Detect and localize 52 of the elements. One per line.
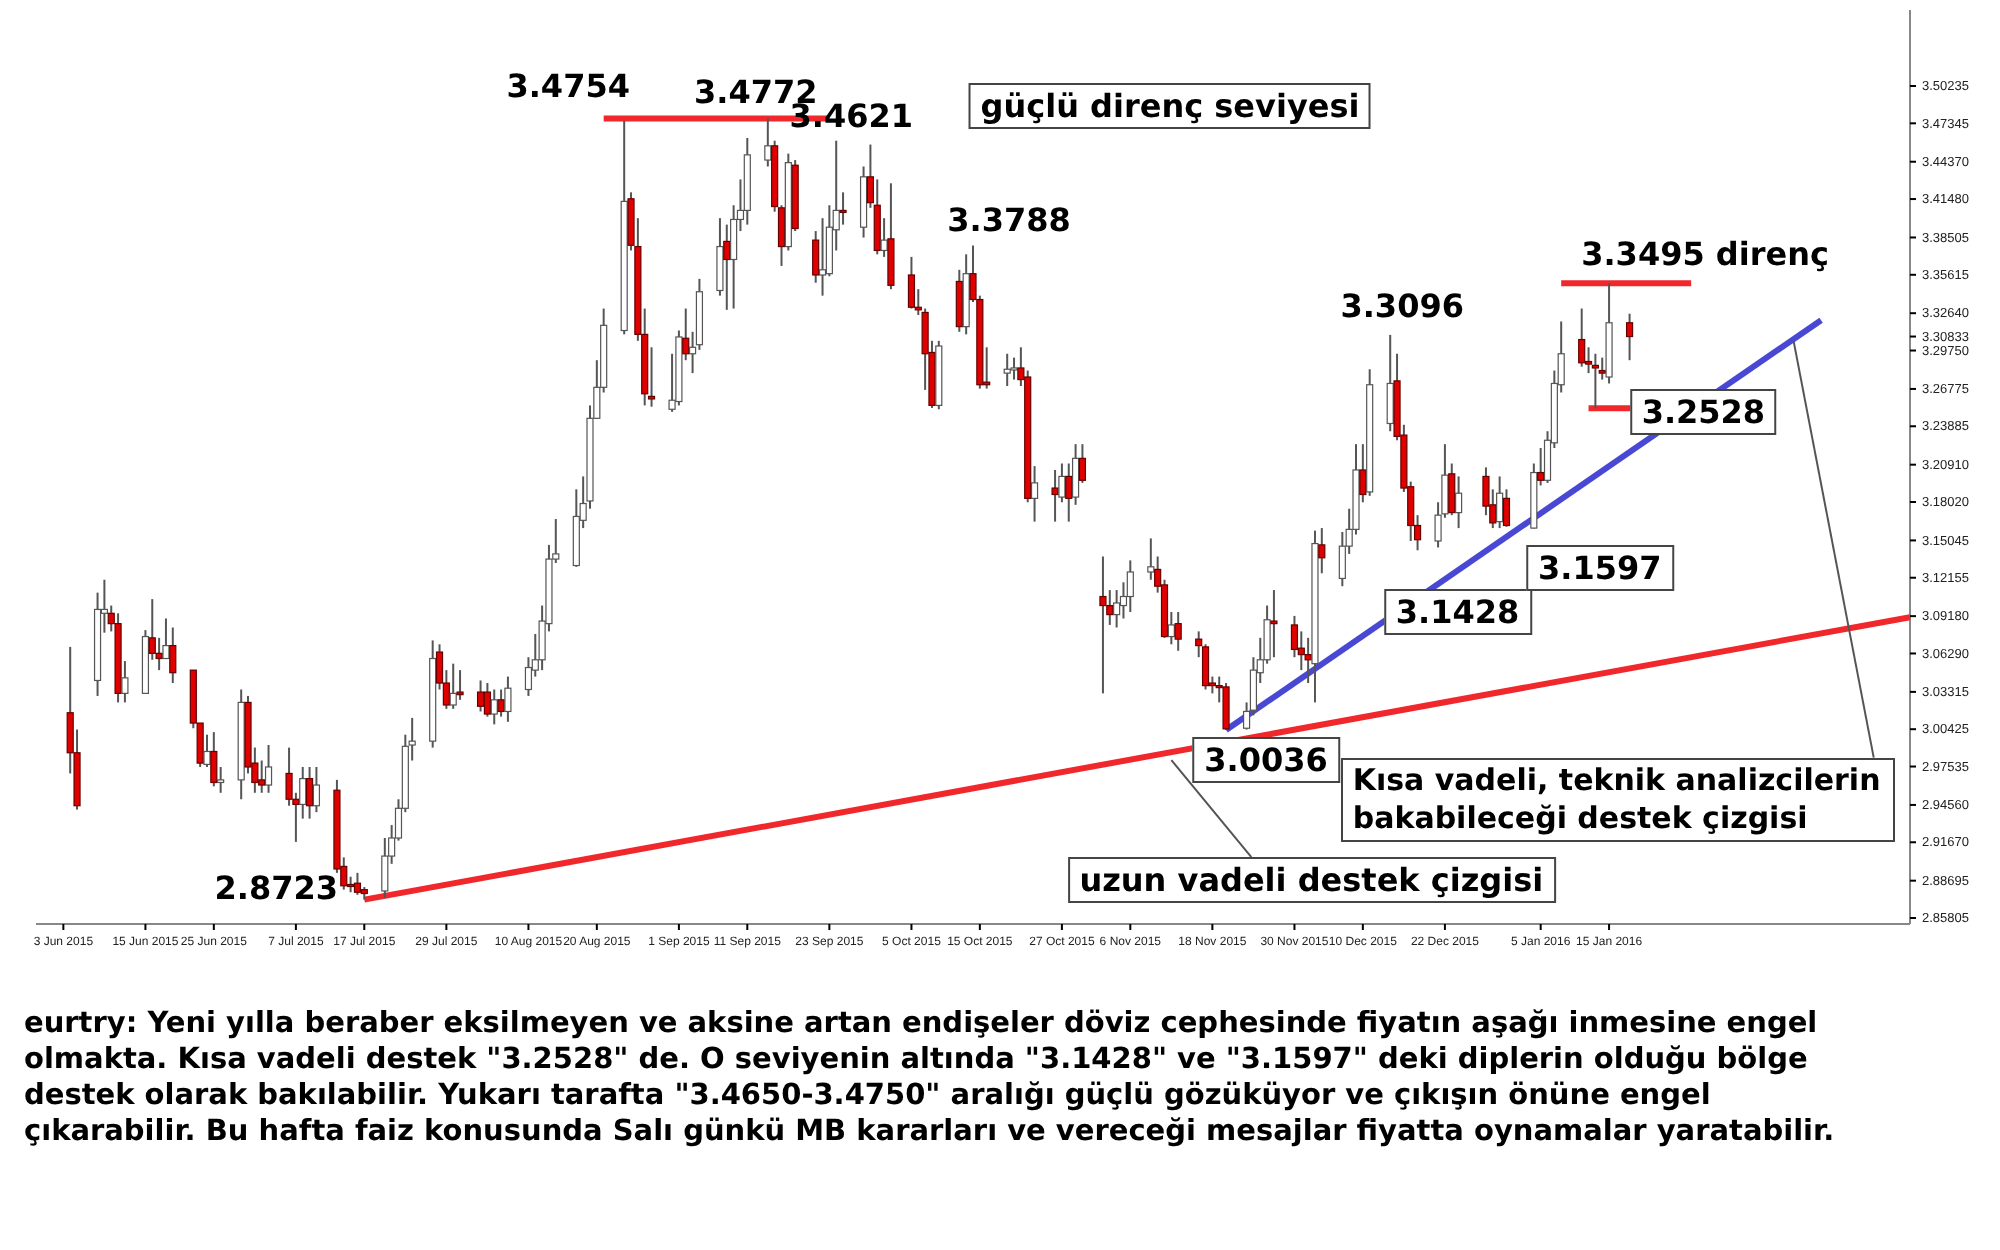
candlestick	[839, 191, 847, 226]
annotation: Kısa vadeli, teknik analizcilerin bakabileceği destek çizgisi	[1340, 757, 1895, 842]
candlestick	[497, 688, 505, 718]
candlestick	[1591, 352, 1599, 410]
candlestick	[490, 688, 498, 726]
annotation: 3.3788	[947, 200, 1071, 239]
annotation: 3.0036	[1192, 737, 1340, 784]
candlestick	[764, 117, 772, 168]
candlestick	[169, 626, 177, 685]
candlestick	[1496, 475, 1504, 530]
candlestick	[887, 182, 895, 291]
candlestick	[955, 268, 963, 333]
candlestick	[1174, 611, 1182, 652]
candlestick	[121, 660, 129, 704]
candlestick	[723, 223, 731, 311]
annotation: 3.1597	[1526, 545, 1674, 592]
annotation: 3.4754	[506, 67, 630, 106]
text: eurtry: Yeni yılla beraber eksilmeyen ve aksine artan endişeler döviz cephesinde fiyatın aşağı inmesine engel olmakta. Kısa vadeli destek "3.2528" de. O seviyenin altında "3.1428" ve "3.1597" deki diplerin olduğu bölge destek olarak bakılabilir. Yukarı tarafta "3.4650-3.4750" aralığı güçlü gözüküyor ve çıkışın önüne engel çıkarabilir. Bu hafta faiz konusunda Salı günkü MB kararları ve vereceği mesajlar fiyatta oynamalar yaratabilir.	[24, 1006, 1837, 1150]
candlestick	[449, 662, 457, 710]
candlestick	[880, 217, 888, 258]
candlestick	[1010, 356, 1018, 381]
candlestick	[1030, 465, 1039, 523]
candlestick	[1270, 589, 1278, 659]
candlestick	[353, 871, 362, 896]
candlestick	[1003, 352, 1011, 388]
annotation: 3.1428	[1383, 589, 1532, 636]
annotation: 2.8723	[214, 868, 339, 907]
candlestick	[1051, 468, 1059, 523]
candlestick	[476, 679, 485, 713]
candlestick	[305, 765, 314, 820]
annotation: güçlü direnç seviyesi	[968, 83, 1372, 129]
candlestick	[1222, 682, 1230, 732]
annotation: uzun vadeli destek çizgisi	[1067, 857, 1556, 904]
candlestick	[203, 733, 211, 768]
candlestick	[210, 731, 218, 788]
annotation: 3.3495 direnç	[1581, 234, 1829, 273]
annotation: 3.3096	[1340, 287, 1464, 326]
candlestick	[504, 675, 512, 723]
annotation: 3.2528	[1629, 389, 1778, 436]
candlestick	[264, 744, 273, 794]
candlestick	[217, 765, 225, 794]
candlestick	[312, 765, 321, 814]
candlestick	[456, 669, 464, 701]
candlestick	[907, 255, 916, 310]
candlestick	[1126, 559, 1134, 614]
candlestick	[1455, 475, 1463, 530]
candlestick	[483, 682, 491, 718]
candlestick	[1099, 555, 1107, 695]
candlestick	[1167, 611, 1175, 646]
candlestick	[1578, 307, 1586, 368]
candlestick	[1625, 312, 1634, 362]
candlestick	[1113, 589, 1121, 629]
